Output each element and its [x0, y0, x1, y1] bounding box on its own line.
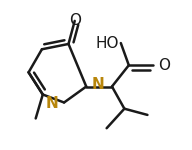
- Text: HO: HO: [96, 36, 119, 51]
- Text: N: N: [92, 77, 104, 92]
- Text: O: O: [158, 58, 170, 73]
- Text: N: N: [46, 96, 59, 111]
- Text: O: O: [69, 13, 81, 28]
